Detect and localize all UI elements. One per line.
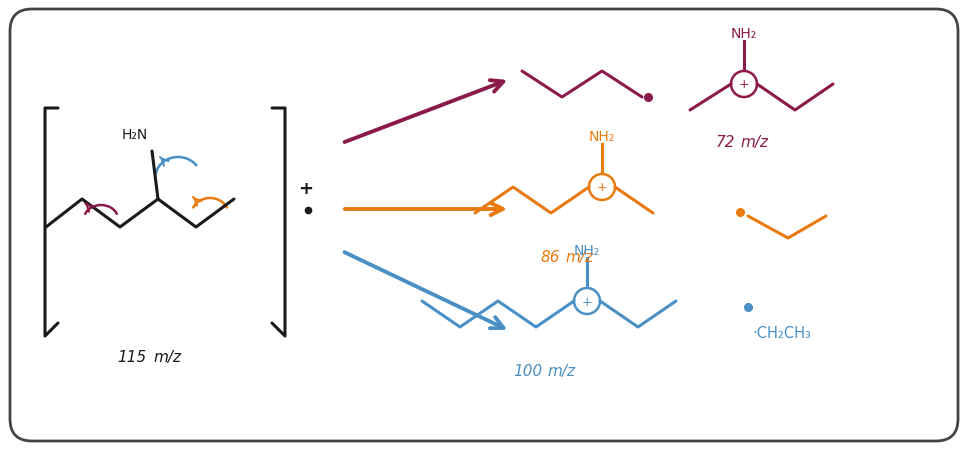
Text: 72: 72	[715, 135, 735, 150]
FancyBboxPatch shape	[10, 10, 958, 441]
Text: m/z: m/z	[565, 249, 593, 264]
Text: m/z: m/z	[740, 135, 768, 150]
Text: NH₂: NH₂	[731, 27, 757, 41]
Text: +: +	[596, 181, 607, 194]
Text: 86: 86	[540, 249, 560, 264]
Text: +: +	[739, 78, 749, 91]
Text: m/z: m/z	[547, 363, 575, 378]
Text: H₂N: H₂N	[122, 128, 148, 142]
Text: 100: 100	[514, 363, 543, 378]
Text: +: +	[582, 295, 592, 308]
Text: m/z: m/z	[153, 349, 181, 364]
Text: NH₂: NH₂	[589, 130, 615, 144]
Text: 115: 115	[118, 349, 147, 364]
Text: +: +	[298, 180, 313, 198]
Text: NH₂: NH₂	[574, 244, 600, 258]
Text: ·CH₂CH₃: ·CH₂CH₃	[752, 326, 811, 341]
